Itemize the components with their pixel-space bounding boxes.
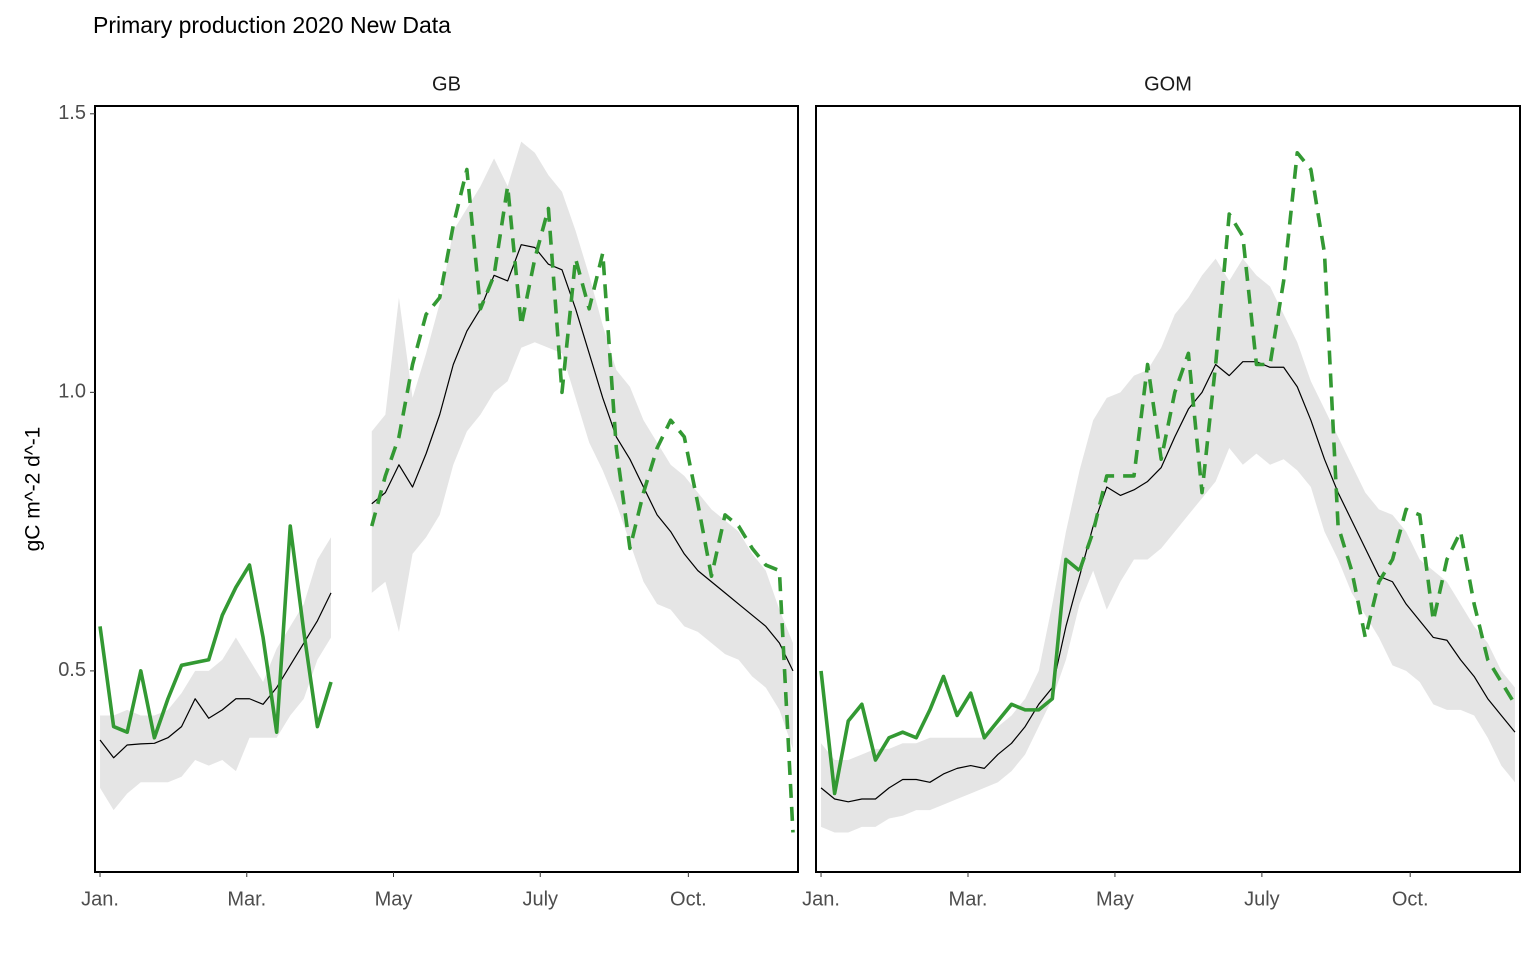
x-tick-label: Jan. [802,888,840,910]
x-tick-label: July [522,888,558,910]
y-tick-label: 1.5 [58,102,86,124]
x-tick-label: May [1096,888,1134,910]
facet-label: GB [432,73,461,95]
x-tick-label: Oct. [1392,888,1429,910]
line-series [819,557,1081,796]
x-tick-label: July [1244,888,1280,910]
y-tick-label: 1.0 [58,381,86,403]
panel-border [94,105,799,873]
ribbon [100,141,793,811]
x-tick-label: Mar. [949,888,988,910]
x-tick-label: May [375,888,413,910]
line-series [99,244,794,759]
facet-label: GOM [1144,73,1192,95]
y-axis-label: gC m^-2 d^-1 [22,427,45,552]
panel-border [815,105,1521,873]
line-series [820,361,1516,803]
line-series [370,167,795,833]
x-tick-label: Oct. [670,888,707,910]
x-tick-label: Jan. [81,888,119,910]
line-series [98,524,333,740]
y-tick-label: 0.5 [58,659,86,681]
line-series [1077,150,1517,706]
x-tick-label: Mar. [227,888,266,910]
ribbon [821,258,1515,833]
chart-title: Primary production 2020 New Data [93,12,451,38]
